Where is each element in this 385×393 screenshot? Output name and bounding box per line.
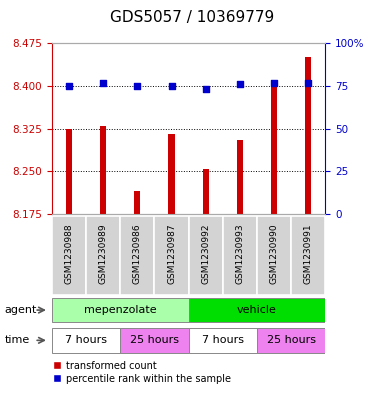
Text: 7 hours: 7 hours xyxy=(202,335,244,345)
Bar xyxy=(257,328,325,353)
Point xyxy=(305,79,311,86)
Text: 25 hours: 25 hours xyxy=(267,335,316,345)
Text: 25 hours: 25 hours xyxy=(130,335,179,345)
Bar xyxy=(154,216,189,295)
Text: GSM1230987: GSM1230987 xyxy=(167,224,176,284)
Bar xyxy=(237,140,243,214)
Text: GSM1230993: GSM1230993 xyxy=(235,224,244,284)
Text: GSM1230992: GSM1230992 xyxy=(201,224,210,284)
Bar xyxy=(305,57,311,214)
Bar xyxy=(189,328,257,353)
Bar xyxy=(291,216,325,295)
Point xyxy=(134,83,141,89)
Bar xyxy=(120,328,189,353)
Text: mepenzolate: mepenzolate xyxy=(84,305,157,314)
Point xyxy=(237,81,243,87)
Bar xyxy=(52,216,86,295)
Legend: transformed count, percentile rank within the sample: transformed count, percentile rank withi… xyxy=(53,360,231,384)
Text: 7 hours: 7 hours xyxy=(65,335,107,345)
Text: GSM1230986: GSM1230986 xyxy=(133,224,142,284)
Bar xyxy=(86,216,120,295)
Point xyxy=(203,86,209,92)
Point xyxy=(271,79,277,86)
Text: agent: agent xyxy=(5,305,37,315)
Text: time: time xyxy=(5,335,30,345)
Bar xyxy=(100,126,106,214)
Bar xyxy=(203,169,209,214)
Bar xyxy=(189,216,223,295)
Bar xyxy=(134,191,141,214)
Bar xyxy=(223,216,257,295)
Bar xyxy=(52,298,189,322)
Text: GSM1230989: GSM1230989 xyxy=(99,224,108,284)
Text: GSM1230990: GSM1230990 xyxy=(270,224,279,284)
Point xyxy=(66,83,72,89)
Bar xyxy=(120,216,154,295)
Point xyxy=(169,83,175,89)
Bar xyxy=(271,86,277,214)
Text: GSM1230988: GSM1230988 xyxy=(65,224,74,284)
Text: GDS5057 / 10369779: GDS5057 / 10369779 xyxy=(110,10,275,25)
Point xyxy=(100,79,106,86)
Bar xyxy=(189,298,325,322)
Text: vehicle: vehicle xyxy=(237,305,277,314)
Bar xyxy=(257,216,291,295)
Bar xyxy=(169,134,175,214)
Bar xyxy=(52,328,120,353)
Text: GSM1230991: GSM1230991 xyxy=(304,224,313,284)
Bar xyxy=(66,129,72,214)
